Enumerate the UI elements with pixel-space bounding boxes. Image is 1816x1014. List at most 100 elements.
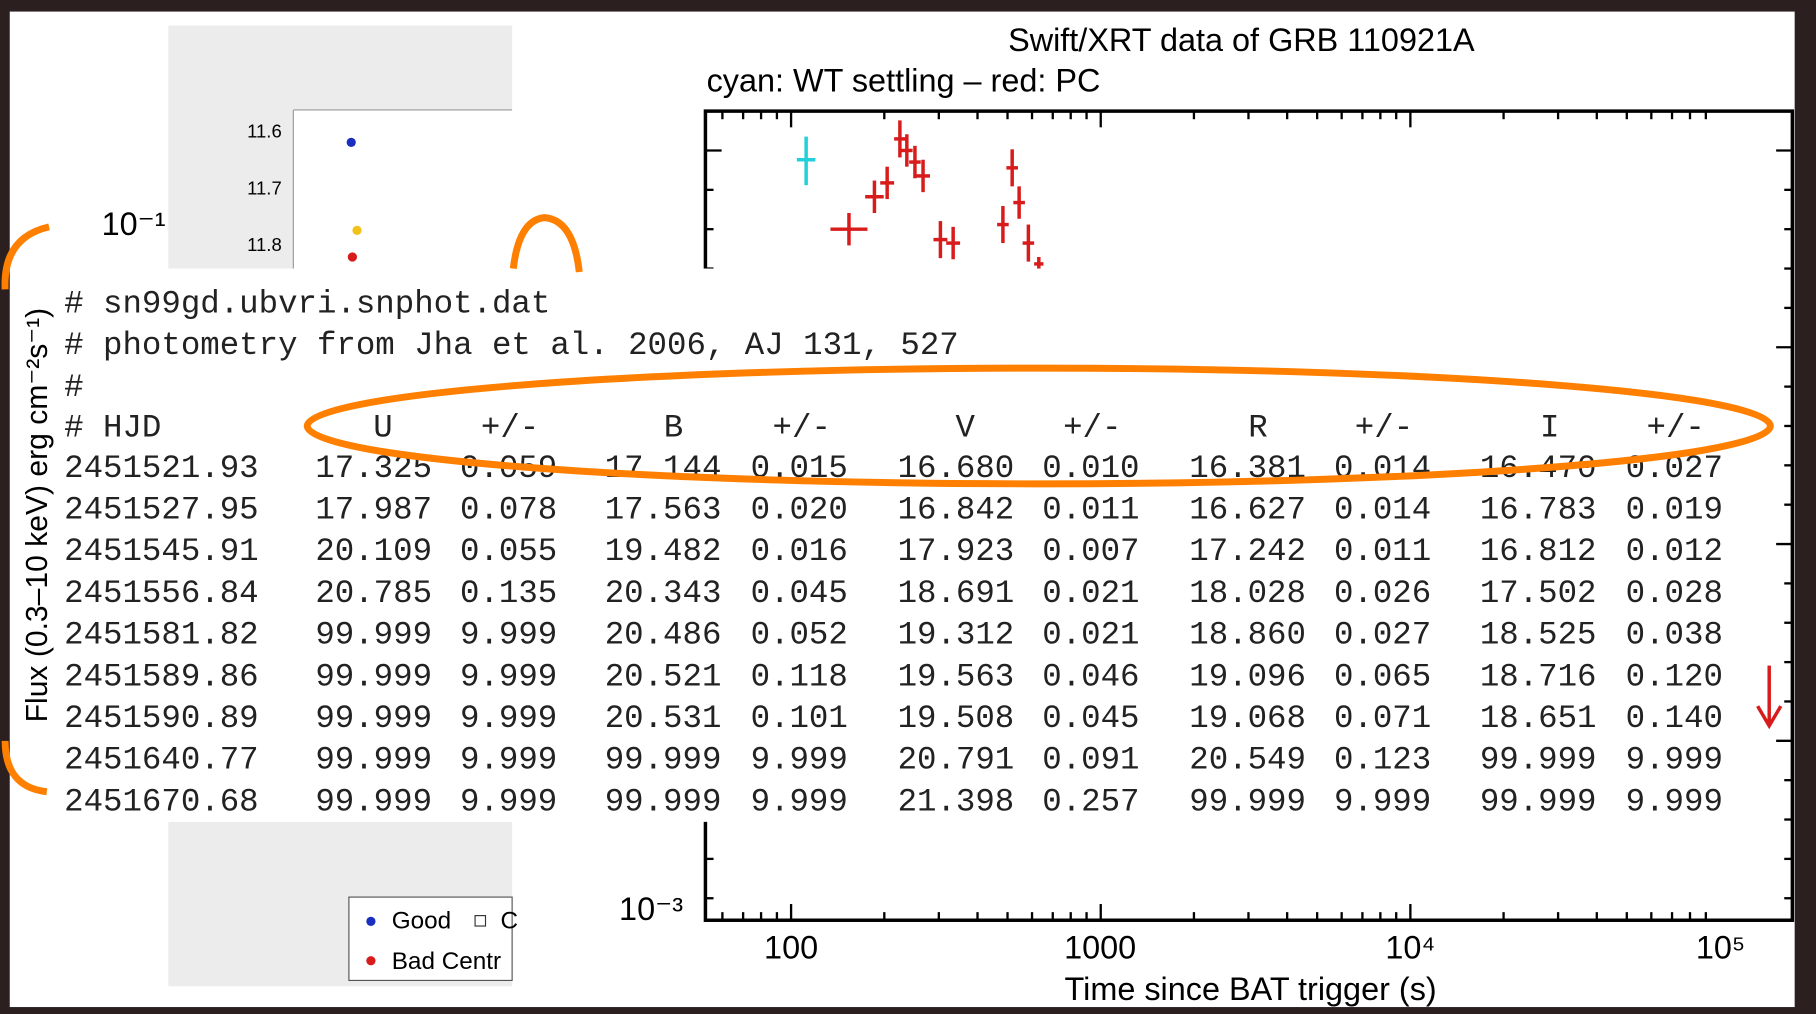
cyan-points (796, 136, 816, 186)
table-cell: 0.019 (1626, 492, 1723, 529)
table-cell: 0.257 (1042, 783, 1139, 820)
table-cell: 19.508 (898, 700, 1015, 737)
table-cell: 16.842 (898, 492, 1015, 529)
table-cell: 17.144 (605, 450, 722, 487)
x-tick-label: 100 (764, 929, 818, 965)
table-cell: 9.999 (460, 658, 557, 695)
x-tick-label: 10⁴ (1385, 929, 1435, 965)
table-cell: 0.038 (1626, 617, 1723, 654)
legend-marker (366, 956, 376, 966)
table-cell: 2451556.84 (64, 575, 258, 612)
table-cell: 99.999 (605, 742, 722, 779)
table-cell: 2451640.77 (64, 742, 258, 779)
table-cell: 99.999 (315, 658, 432, 695)
plot-title: Swift/XRT data of GRB 110921A (1008, 22, 1475, 58)
table-cell: 19.096 (1189, 658, 1306, 695)
data-table: # sn99gd.ubvri.snphot.dat # photometry fr… (64, 286, 1723, 821)
table-cell: 20.531 (605, 700, 722, 737)
comment-line: # photometry from Jha et al. 2006, AJ 13… (64, 327, 959, 364)
inset-point (352, 225, 362, 235)
table-cell: 18.028 (1189, 575, 1306, 612)
table-cell: 18.860 (1189, 617, 1306, 654)
table-cell: 20.343 (605, 575, 722, 612)
table-cell: 0.045 (751, 575, 848, 612)
table-cell: 20.785 (315, 575, 432, 612)
table-panel (56, 268, 1747, 822)
inset-tick-label: 11.6 (247, 121, 282, 142)
x-tick-label: 1000 (1064, 929, 1136, 965)
legend-marker (474, 915, 487, 927)
table-cell: 2451545.91 (64, 533, 258, 570)
inset-plot-area (293, 109, 513, 273)
table-cell: 9.999 (1626, 742, 1723, 779)
inset-tick-label: 11.7 (247, 177, 282, 198)
table-cell: 17.502 (1480, 575, 1597, 612)
table-cell: 0.026 (1334, 575, 1431, 612)
table-cell: 0.052 (751, 617, 848, 654)
table-cell: 17.563 (605, 492, 722, 529)
table-cell: 0.135 (460, 575, 557, 612)
y-tick-label: 10⁻³ (619, 891, 683, 927)
upper-limit-arrow (1756, 665, 1783, 730)
table-cell: 9.999 (460, 783, 557, 820)
table-cell: 0.007 (1042, 533, 1139, 570)
column-header: +/- (481, 409, 539, 446)
table-cell: 20.486 (605, 617, 722, 654)
table-cell: 19.482 (605, 533, 722, 570)
column-header: # HJD (64, 409, 161, 446)
table-cell: 16.627 (1189, 492, 1306, 529)
table-cell: 0.020 (751, 492, 848, 529)
table-cell: 99.999 (1480, 783, 1597, 820)
red-points (830, 120, 1044, 271)
table-cell: 18.525 (1480, 617, 1597, 654)
table-cell: 0.046 (1042, 658, 1139, 695)
table-cell: 21.398 (898, 783, 1015, 820)
legend-marker (366, 916, 376, 927)
table-cell: 0.028 (1626, 575, 1723, 612)
table-cell: 2451521.93 (64, 450, 258, 487)
table-cell: 17.923 (898, 533, 1015, 570)
table-cell: 0.078 (460, 492, 557, 529)
table-cell: 18.716 (1480, 658, 1597, 695)
table-cell: 0.140 (1626, 700, 1723, 737)
column-header: +/- (1355, 409, 1413, 446)
table-cell: 19.563 (898, 658, 1015, 695)
table-cell: 20.791 (898, 742, 1015, 779)
table-cell: 0.055 (460, 533, 557, 570)
table-cell: 99.999 (315, 700, 432, 737)
table-cell: 99.999 (315, 742, 432, 779)
table-cell: 9.999 (1334, 783, 1431, 820)
table-cell: 20.549 (1189, 742, 1306, 779)
table-cell: 9.999 (751, 783, 848, 820)
comment-line: # sn99gd.ubvri.snphot.dat (64, 286, 550, 323)
highlight-arc (509, 214, 583, 273)
y-axis-label: Flux (0.3–10 keV) erg cm⁻²s⁻¹) (21, 308, 54, 723)
table-cell: 20.521 (605, 658, 722, 695)
column-header: +/- (1647, 409, 1705, 446)
table-cell: 0.021 (1042, 575, 1139, 612)
table-cell: 0.091 (1042, 742, 1139, 779)
annotations (1, 214, 1774, 796)
table-cell: 19.068 (1189, 700, 1306, 737)
legend-label: Good (392, 907, 451, 934)
highlight-ellipse (303, 364, 1774, 488)
table-cell: 16.812 (1480, 533, 1597, 570)
column-header: +/- (773, 409, 831, 446)
column-header: V (955, 409, 975, 446)
table-cell: 17.987 (315, 492, 432, 529)
table-cell: 0.012 (1626, 533, 1723, 570)
column-header: U (373, 409, 392, 446)
table-cell: 99.999 (1480, 742, 1597, 779)
table-cell: 9.999 (460, 617, 557, 654)
highlight-arc (1, 740, 48, 796)
table-cell: 0.011 (1334, 533, 1431, 570)
legend-label: C (501, 907, 519, 934)
table-cell: 0.123 (1334, 742, 1431, 779)
table-cell: 0.027 (1334, 617, 1431, 654)
column-header: R (1248, 409, 1267, 446)
comment-line: # (64, 369, 83, 406)
highlight-arc (1, 223, 50, 290)
inset-tick-label: 11.8 (247, 234, 282, 255)
table-cell: 2451589.86 (64, 658, 258, 695)
